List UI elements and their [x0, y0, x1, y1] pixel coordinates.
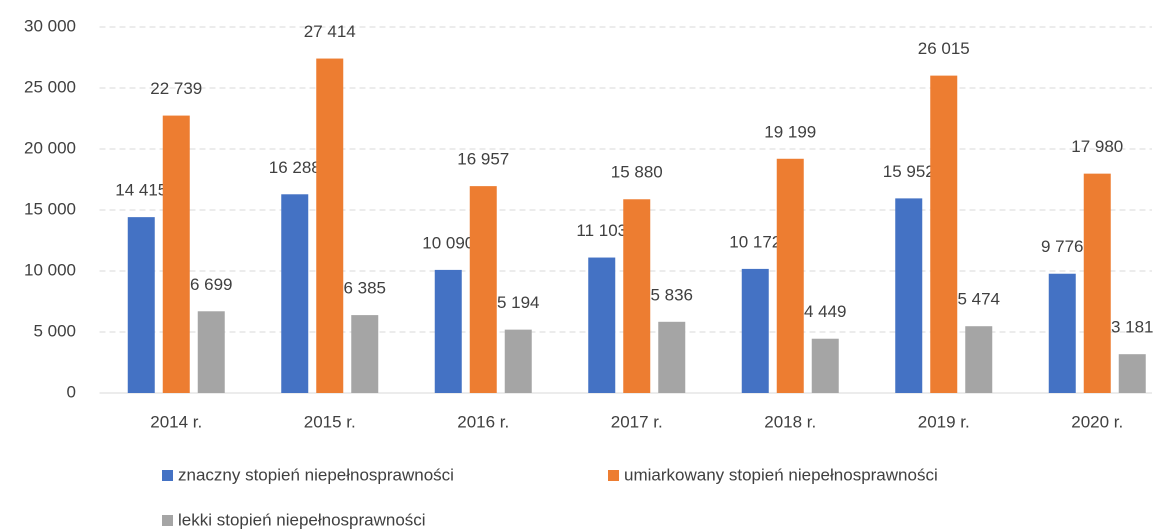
- value-label: 4 449: [804, 302, 847, 321]
- value-label: 3 181: [1111, 318, 1154, 337]
- value-label: 5 836: [650, 285, 693, 304]
- bar: [1118, 354, 1146, 393]
- bar: [162, 115, 190, 393]
- bar: [965, 326, 993, 393]
- bar: [658, 321, 686, 393]
- x-tick-label: 2018 r.: [764, 412, 816, 431]
- value-label: 10 090: [422, 233, 474, 252]
- x-tick-label: 2020 r.: [1071, 412, 1123, 431]
- y-tick-label: 10 000: [24, 260, 76, 279]
- x-tick-label: 2017 r.: [611, 412, 663, 431]
- value-label: 5 194: [497, 293, 540, 312]
- y-tick-label: 0: [67, 382, 76, 401]
- value-label: 6 385: [343, 279, 386, 298]
- x-tick-label: 2016 r.: [457, 412, 509, 431]
- value-label: 5 474: [957, 290, 1000, 309]
- x-tick-label: 2014 r.: [150, 412, 202, 431]
- bar: [197, 311, 225, 393]
- value-label: 27 414: [304, 22, 356, 41]
- value-label: 26 015: [918, 39, 970, 58]
- bar: [930, 75, 958, 393]
- y-tick-label: 30 000: [24, 16, 76, 35]
- bar: [504, 329, 532, 393]
- value-label: 22 739: [150, 79, 202, 98]
- bar: [127, 217, 155, 393]
- value-label: 15 880: [611, 163, 663, 182]
- y-tick-label: 15 000: [24, 199, 76, 218]
- bar: [351, 315, 379, 393]
- legend-swatch: [162, 470, 173, 481]
- value-label: 16 957: [457, 150, 509, 169]
- bar: [434, 269, 462, 393]
- value-label: 6 699: [190, 275, 233, 294]
- legend-swatch: [162, 515, 173, 526]
- bar: [895, 198, 923, 393]
- bar: [316, 58, 344, 394]
- bar: [469, 186, 497, 393]
- bar: [623, 199, 651, 393]
- value-label: 9 776: [1041, 237, 1084, 256]
- bar: [776, 158, 804, 393]
- bar: [811, 338, 839, 393]
- value-label: 11 103: [576, 221, 627, 240]
- bar: [1048, 273, 1076, 393]
- y-tick-label: 5 000: [33, 321, 76, 340]
- legend-swatch: [608, 470, 619, 481]
- legend-label: znaczny stopień niepełnosprawności: [178, 465, 454, 484]
- x-tick-label: 2019 r.: [918, 412, 970, 431]
- bar: [281, 194, 309, 393]
- value-label: 17 980: [1071, 137, 1123, 156]
- value-label: 10 172: [729, 232, 781, 251]
- legend-label: lekki stopień niepełnosprawności: [178, 510, 426, 529]
- value-label: 19 199: [764, 122, 816, 141]
- bar: [741, 268, 769, 393]
- legend-label: umiarkowany stopień niepełnosprawności: [624, 465, 938, 484]
- value-label: 16 288: [269, 158, 321, 177]
- y-tick-label: 20 000: [24, 138, 76, 157]
- x-tick-label: 2015 r.: [304, 412, 356, 431]
- value-label: 15 952: [883, 162, 935, 181]
- y-tick-label: 25 000: [24, 77, 76, 96]
- bar: [588, 257, 616, 393]
- bar: [1083, 173, 1111, 393]
- value-label: 14 415: [115, 181, 167, 200]
